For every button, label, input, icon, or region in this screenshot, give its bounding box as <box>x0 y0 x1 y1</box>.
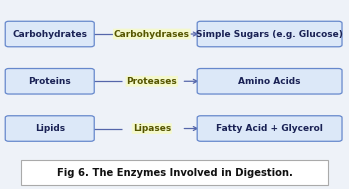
Text: Fig 6. The Enzymes Involved in Digestion.: Fig 6. The Enzymes Involved in Digestion… <box>57 168 292 178</box>
FancyBboxPatch shape <box>21 160 328 185</box>
Text: Proteases: Proteases <box>126 77 177 86</box>
Text: Amino Acids: Amino Acids <box>238 77 301 86</box>
Text: Simple Sugars (e.g. Glucose): Simple Sugars (e.g. Glucose) <box>196 29 343 39</box>
FancyBboxPatch shape <box>5 69 94 94</box>
Text: Proteins: Proteins <box>28 77 71 86</box>
FancyBboxPatch shape <box>197 69 342 94</box>
Text: Fatty Acid + Glycerol: Fatty Acid + Glycerol <box>216 124 323 133</box>
Text: Carbohydrates: Carbohydrates <box>12 29 87 39</box>
FancyBboxPatch shape <box>197 21 342 47</box>
Text: Lipases: Lipases <box>133 124 171 133</box>
FancyBboxPatch shape <box>197 116 342 141</box>
FancyBboxPatch shape <box>5 116 94 141</box>
FancyBboxPatch shape <box>5 21 94 47</box>
Text: Carbohydrases: Carbohydrases <box>114 29 190 39</box>
Text: Lipids: Lipids <box>35 124 65 133</box>
